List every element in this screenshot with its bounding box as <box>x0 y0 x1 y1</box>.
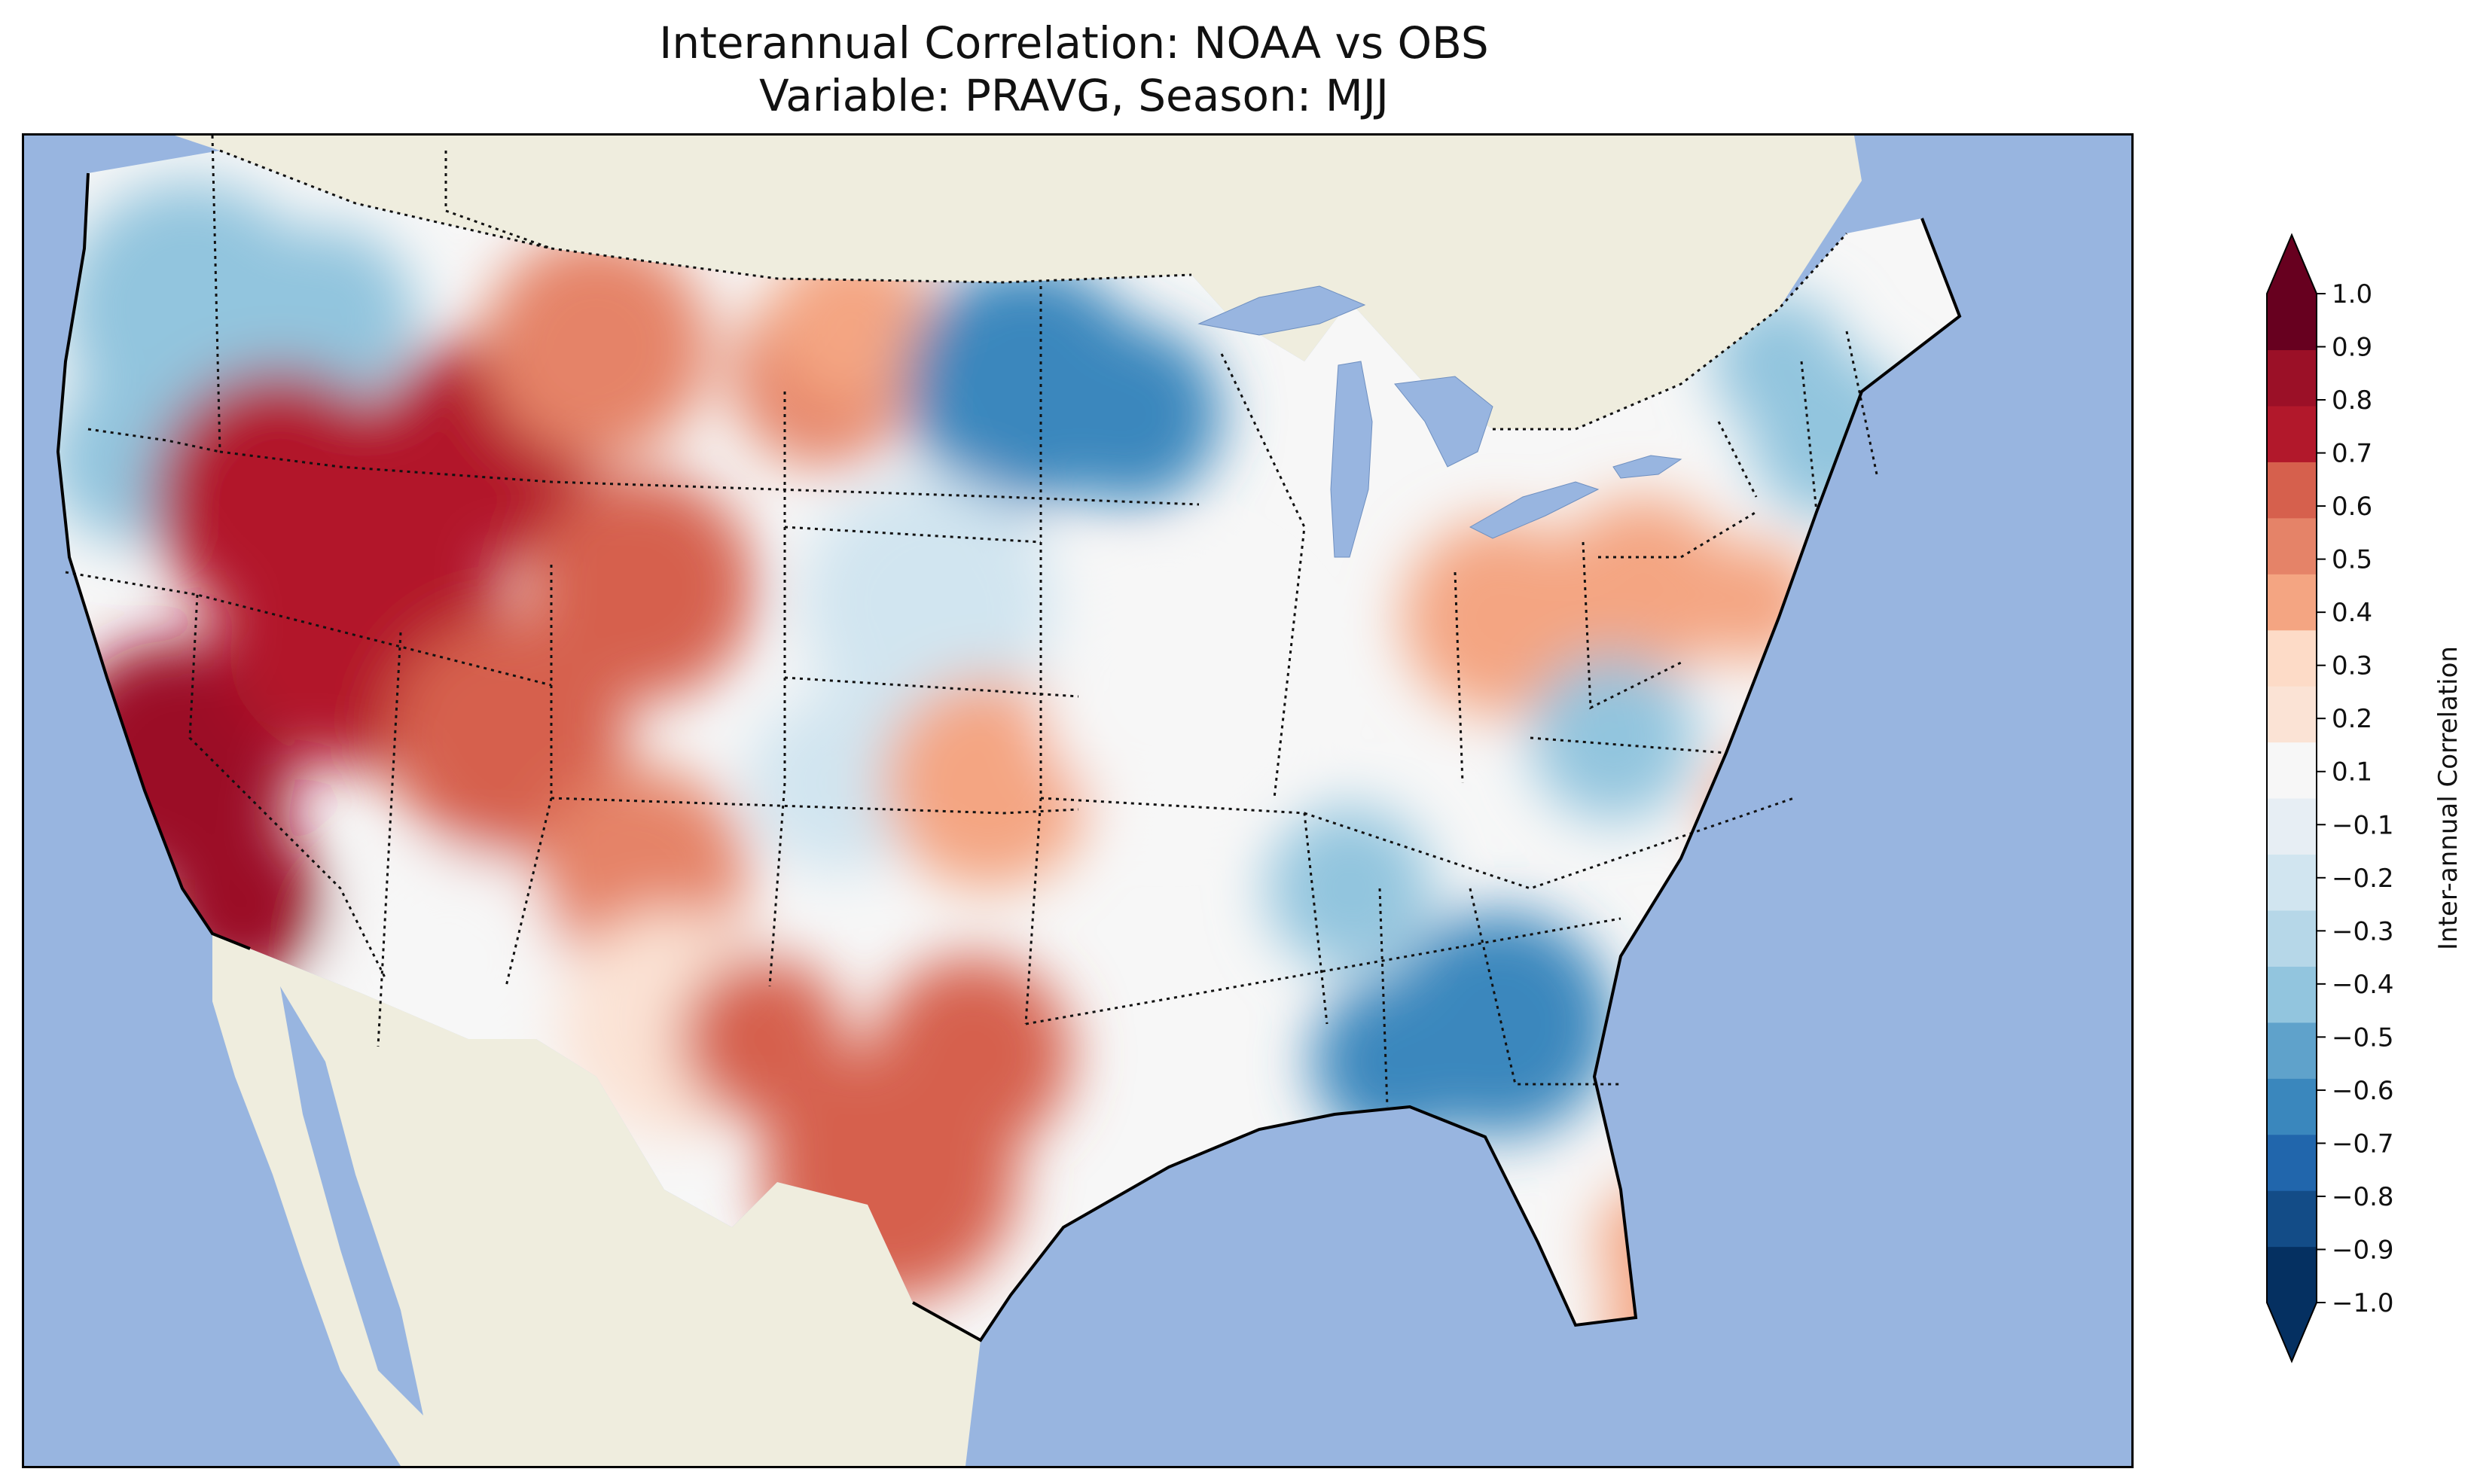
colorbar-segment <box>2267 574 2317 631</box>
correlation-blob <box>875 956 1071 1152</box>
colorbar-tick-label: 0.7 <box>2332 439 2372 469</box>
colorbar-tick-label: 0.3 <box>2332 651 2372 681</box>
colorbar-extend-max <box>2267 235 2317 294</box>
colorbar-ticks: −1.0 −0.9 −0.8 −0.7 −0.6 −0.5 −0.4 −0.3 −0.2 −0.1… <box>2317 279 2394 1318</box>
chart-title: Interannual Correlation: NOAA vs OBS <box>659 17 1489 69</box>
canada-land <box>175 136 1862 429</box>
colorbar-tick-label: 0.4 <box>2332 598 2372 628</box>
colorbar: −1.0 −0.9 −0.8 −0.7 −0.6 −0.5 −0.4 −0.3 −0.2 −0.1… <box>2266 233 2463 1364</box>
colorbar-segment <box>2267 1190 2317 1248</box>
colorbar-segment <box>2267 798 2317 855</box>
baja-ocean <box>280 986 423 1415</box>
colorbar-segment <box>2267 742 2317 799</box>
colorbar-segment <box>2267 854 2317 911</box>
correlation-blob <box>1041 565 1297 821</box>
colorbar-segments <box>2266 233 2317 1364</box>
correlation-blob <box>800 474 1056 730</box>
correlation-blob <box>1402 520 1598 715</box>
colorbar-tick-label: 0.2 <box>2332 704 2372 734</box>
lake-superior <box>1197 285 1366 336</box>
correlation-blob <box>529 474 755 700</box>
map-plot <box>56 136 1962 1466</box>
colorbar-segment <box>2267 1078 2317 1135</box>
colorbar-tick-label: 0.6 <box>2332 492 2372 522</box>
correlation-blob <box>770 241 935 407</box>
coastline <box>56 172 1962 1342</box>
correlation-blob <box>747 693 928 873</box>
colorbar-tick-label: 0.1 <box>2332 757 2372 788</box>
colorbar-segment <box>2267 910 2317 967</box>
colorbar-tick-label: 0.8 <box>2332 385 2372 416</box>
colorbar-extend-min <box>2267 1303 2317 1361</box>
state-borders <box>65 136 1878 1108</box>
correlation-blob <box>1267 806 1432 971</box>
correlation-blob <box>1041 324 1222 504</box>
lake-erie <box>1469 481 1600 539</box>
colorbar-segment <box>2267 462 2317 519</box>
colorbar-tick-label: 0.9 <box>2332 333 2372 363</box>
great-lakes <box>1197 285 1682 558</box>
colorbar-tick-label: −0.5 <box>2332 1022 2394 1053</box>
lake-huron <box>1394 376 1493 468</box>
colorbar-tick-label: −0.9 <box>2332 1235 2394 1265</box>
colorbar-tick-label: −0.1 <box>2332 810 2394 840</box>
correlation-blob <box>1711 745 1847 881</box>
colorbar-tick-label: −1.0 <box>2332 1288 2394 1318</box>
correlation-blob <box>484 233 709 459</box>
colorbar-label: Inter-annual Correlation <box>2433 646 2463 950</box>
colorbar-tick-label: −0.3 <box>2332 916 2394 946</box>
canada-us-border <box>219 149 1848 431</box>
lake-ontario <box>1612 455 1682 479</box>
colorbar-tick-label: −0.8 <box>2332 1182 2394 1212</box>
correlation-blob <box>386 617 627 858</box>
chart-subtitle: Variable: PRAVG, Season: MJJ <box>759 70 1389 121</box>
colorbar-segment <box>2267 686 2317 743</box>
correlation-blob <box>1312 979 1478 1144</box>
colorbar-tick-label: −0.7 <box>2332 1129 2394 1159</box>
colorbar-tick-label: −0.2 <box>2332 864 2394 894</box>
colorbar-tick-label: 0.5 <box>2332 545 2372 575</box>
correlation-blob <box>679 956 845 1122</box>
colorbar-segment <box>2267 1022 2317 1079</box>
colorbar-tick-label: −0.4 <box>2332 970 2394 1000</box>
map-panel <box>22 133 2134 1468</box>
colorbar-segment <box>2267 1134 2317 1191</box>
colorbar-segment <box>2267 405 2317 462</box>
correlation-blob <box>1598 1182 1719 1303</box>
correlation-blob <box>235 226 416 407</box>
lake-michigan <box>1330 361 1373 558</box>
correlation-blob <box>1553 497 1734 678</box>
correlation-blob <box>1530 655 1696 821</box>
colorbar-segment <box>2267 1246 2317 1303</box>
colorbar-segment <box>2267 517 2317 574</box>
colorbar-tick-label: 1.0 <box>2332 279 2372 309</box>
colorbar-segment <box>2267 966 2317 1023</box>
colorbar-segment <box>2267 349 2317 407</box>
correlation-blob <box>152 369 408 625</box>
colorbar-segment <box>2267 629 2317 687</box>
colorbar-tick-label: −0.6 <box>2332 1076 2394 1106</box>
colorbar-segment <box>2267 294 2317 351</box>
